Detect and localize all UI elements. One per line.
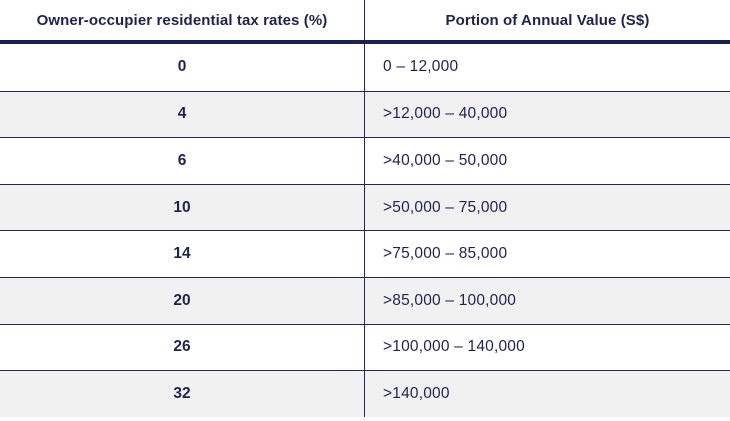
annual-value-cell: >85,000 – 100,000	[383, 291, 517, 309]
annual-value-cell: >100,000 – 140,000	[383, 338, 525, 356]
tax-rate-cell: 32	[0, 371, 365, 417]
annual-value-cell: >75,000 – 85,000	[383, 245, 508, 263]
table-row: 0 0 – 12,000	[0, 44, 730, 91]
table-row: 6 >40,000 – 50,000	[0, 137, 730, 184]
tax-rate-cell: 4	[0, 91, 365, 138]
tax-rate-cell: 14	[0, 231, 365, 277]
table-row: 20 >85,000 – 100,000	[0, 276, 730, 324]
tax-rate-cell: 10	[0, 184, 365, 231]
annual-value-cell: >50,000 – 75,000	[383, 198, 508, 216]
table-row: 26 >100,000 – 140,000	[0, 323, 730, 371]
table-row: 4 >12,000 – 40,000	[0, 90, 730, 138]
table-header-row: Owner-occupier residential tax rates (%)…	[0, 0, 730, 44]
table-body: 0 0 – 12,000 4 >12,000 – 40,000 6 >40,000 – 5…	[0, 44, 730, 417]
annual-value-cell: >140,000	[383, 384, 450, 402]
table-row: 10 >50,000 – 75,000	[0, 183, 730, 231]
tax-rate-cell: 26	[0, 324, 365, 371]
table-row: 32 >140,000	[0, 370, 730, 417]
tax-rate-cell: 20	[0, 277, 365, 324]
tax-rate-cell: 0	[0, 44, 365, 91]
column-header-annual-value: Portion of Annual Value (S$)	[445, 11, 650, 29]
tax-rate-cell: 6	[0, 138, 365, 184]
annual-value-cell: 0 – 12,000	[383, 58, 459, 76]
table-row: 14 >75,000 – 85,000	[0, 230, 730, 277]
annual-value-cell: >12,000 – 40,000	[383, 105, 508, 123]
column-header-tax-rate: Owner-occupier residential tax rates (%)	[0, 0, 365, 40]
annual-value-cell: >40,000 – 50,000	[383, 151, 508, 169]
